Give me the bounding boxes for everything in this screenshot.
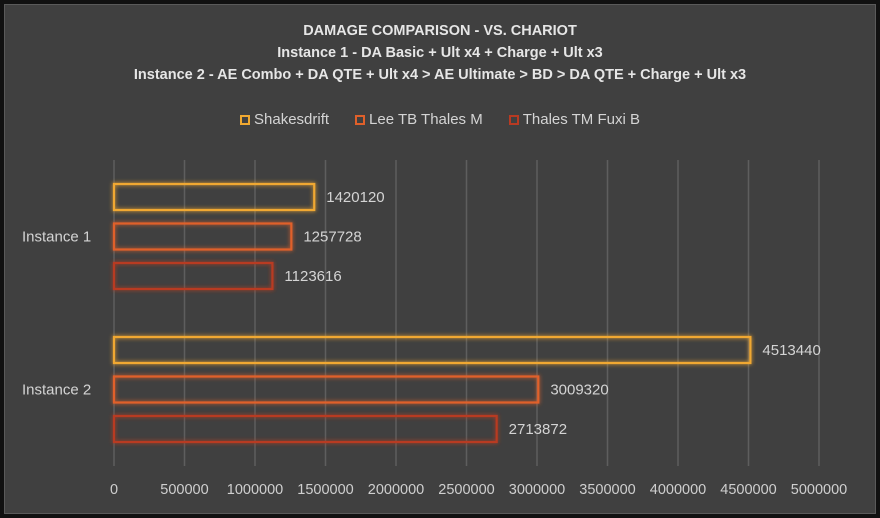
data-label: 1420120 (326, 189, 384, 206)
x-tick-label: 4000000 (650, 482, 706, 498)
x-tick-label: 2000000 (368, 482, 424, 498)
legend-item-lee-tb-thales-m: Lee TB Thales M (355, 111, 483, 128)
labels: 0 500000 1000000 1500000 2000000 2500000 30000… (22, 189, 847, 498)
bar (112, 414, 498, 444)
legend-label: Lee TB Thales M (369, 111, 483, 128)
x-tick-label: 500000 (160, 482, 208, 498)
x-tick-label: 3500000 (579, 482, 635, 498)
x-tick-label: 2500000 (438, 482, 494, 498)
chart-subtitle-1: Instance 1 - DA Basic + Ult x4 + Charge … (277, 45, 603, 61)
legend-swatch (508, 114, 519, 125)
category-label: Instance 1 (22, 229, 91, 246)
legend-swatch (240, 114, 250, 125)
x-tick-label: 0 (110, 482, 118, 498)
gridlines (113, 160, 820, 466)
bar (112, 335, 752, 365)
category-label: Instance 2 (22, 382, 91, 399)
data-label: 3009320 (550, 382, 608, 399)
data-label: 1257728 (303, 229, 361, 246)
data-label: 2713872 (509, 421, 567, 438)
data-label: 1123616 (284, 268, 341, 285)
bars (112, 182, 752, 444)
legend-label: Thales TM Fuxi B (522, 111, 640, 128)
x-tick-label: 1500000 (297, 482, 353, 498)
bar (112, 222, 293, 251)
chart-subtitle-2: Instance 2 - AE Combo + DA QTE + Ult x4 … (133, 67, 747, 83)
legend-item-shakesdrift: Shakesdrift (240, 111, 329, 128)
bar (112, 182, 316, 212)
bar (112, 261, 274, 291)
bar (112, 375, 540, 404)
chart-legend: Shakesdrift Lee TB Thales M Thales TM Fu… (0, 111, 880, 128)
legend-swatch (355, 114, 366, 125)
x-tick-label: 5000000 (791, 482, 847, 498)
x-tick-label: 3000000 (509, 482, 565, 498)
x-tick-label: 4500000 (720, 482, 776, 498)
legend-label: Shakesdrift (254, 111, 330, 128)
chart-titles: DAMAGE COMPARISON - VS. CHARIOT Instance… (0, 20, 880, 86)
legend-item-thales-tm-fuxi-b: Thales TM Fuxi B (508, 111, 640, 128)
chart-title: DAMAGE COMPARISON - VS. CHARIOT (303, 23, 577, 39)
data-label: 4513440 (762, 342, 820, 359)
x-tick-label: 1000000 (227, 482, 283, 498)
chart-frame (4, 4, 876, 514)
